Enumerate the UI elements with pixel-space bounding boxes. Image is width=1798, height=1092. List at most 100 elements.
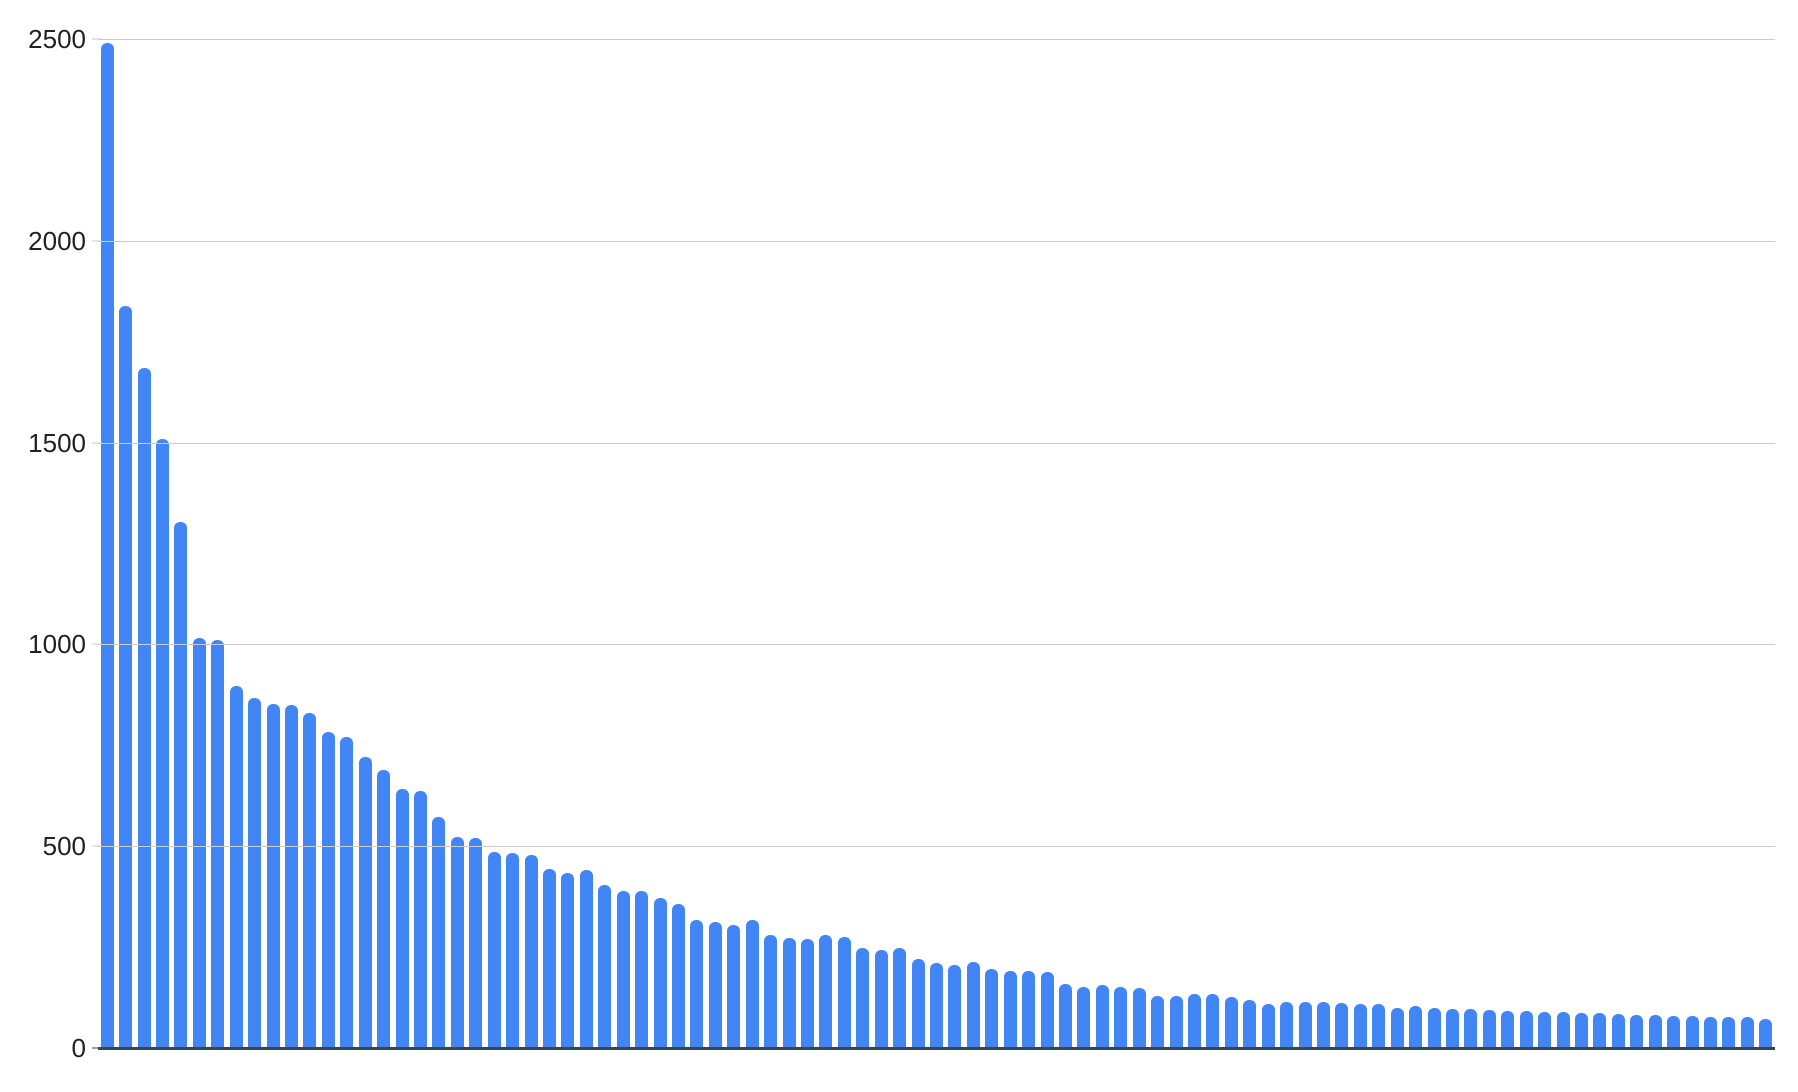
bar[interactable]: [1464, 1009, 1478, 1048]
gridline-500: [98, 846, 1775, 848]
bar[interactable]: [119, 306, 133, 1048]
bar[interactable]: [966, 962, 980, 1048]
bar[interactable]: [1409, 1006, 1423, 1048]
y-tick-mark-0: [92, 1047, 102, 1049]
bar[interactable]: [801, 939, 814, 1048]
y-axis: 0 500 1000 1500 2000 2500: [0, 0, 86, 1092]
bar[interactable]: [1132, 988, 1146, 1048]
bar[interactable]: [745, 920, 759, 1048]
bar[interactable]: [1059, 984, 1072, 1048]
bar[interactable]: [285, 705, 298, 1048]
bar[interactable]: [1427, 1008, 1441, 1048]
bar[interactable]: [450, 836, 464, 1048]
y-tick-label-2500: 2500: [28, 24, 86, 54]
bar[interactable]: [487, 851, 501, 1048]
bar[interactable]: [524, 855, 538, 1048]
bar[interactable]: [1648, 1014, 1662, 1048]
bar[interactable]: [579, 870, 593, 1048]
bar[interactable]: [1372, 1003, 1386, 1048]
bar[interactable]: [192, 637, 206, 1048]
bar[interactable]: [856, 947, 870, 1048]
gridline-2000: [98, 240, 1775, 242]
bar[interactable]: [266, 704, 280, 1048]
bar[interactable]: [1243, 999, 1257, 1048]
bar[interactable]: [1575, 1012, 1588, 1048]
bar[interactable]: [1188, 993, 1201, 1048]
bar[interactable]: [100, 43, 114, 1048]
bar[interactable]: [708, 922, 722, 1048]
bar[interactable]: [248, 697, 262, 1048]
bar[interactable]: [211, 639, 225, 1048]
bar[interactable]: [1003, 970, 1017, 1048]
bar[interactable]: [174, 522, 188, 1048]
bar[interactable]: [893, 947, 907, 1048]
bar[interactable]: [1611, 1014, 1625, 1048]
bar[interactable]: [985, 968, 999, 1048]
bar[interactable]: [561, 872, 575, 1048]
bar[interactable]: [543, 869, 556, 1048]
bar[interactable]: [1630, 1014, 1644, 1048]
y-tick-label-1000: 1000: [28, 629, 86, 660]
bar[interactable]: [1482, 1010, 1496, 1048]
bar[interactable]: [1446, 1009, 1459, 1048]
bar[interactable]: [1317, 1002, 1330, 1048]
bar[interactable]: [1667, 1015, 1681, 1048]
bar[interactable]: [1501, 1010, 1515, 1048]
bar[interactable]: [137, 367, 151, 1048]
bar[interactable]: [1704, 1016, 1717, 1048]
bar[interactable]: [1353, 1004, 1367, 1048]
bar[interactable]: [1335, 1003, 1349, 1048]
bar[interactable]: [340, 736, 354, 1048]
bar[interactable]: [1685, 1016, 1699, 1048]
bar[interactable]: [506, 852, 520, 1048]
bar[interactable]: [1519, 1011, 1533, 1048]
bar[interactable]: [414, 790, 427, 1048]
bar[interactable]: [782, 938, 796, 1048]
bar[interactable]: [1022, 971, 1036, 1048]
bar[interactable]: [948, 964, 962, 1048]
bar[interactable]: [303, 712, 317, 1048]
bar[interactable]: [690, 919, 704, 1048]
bar[interactable]: [1169, 995, 1183, 1048]
bar[interactable]: [1224, 996, 1238, 1048]
bar[interactable]: [377, 769, 391, 1048]
bar[interactable]: [469, 837, 483, 1048]
bar[interactable]: [1593, 1013, 1607, 1048]
bar[interactable]: [1759, 1018, 1773, 1048]
bar[interactable]: [1095, 985, 1109, 1048]
bar[interactable]: [1722, 1017, 1736, 1048]
bar[interactable]: [156, 438, 169, 1048]
bar[interactable]: [432, 817, 446, 1048]
bar[interactable]: [672, 904, 685, 1048]
bar[interactable]: [1740, 1016, 1754, 1048]
bar[interactable]: [911, 959, 925, 1048]
bar[interactable]: [874, 949, 888, 1048]
bar[interactable]: [1390, 1007, 1404, 1048]
bar[interactable]: [1040, 972, 1054, 1048]
y-tick-label-0: 0: [71, 1033, 86, 1063]
bar[interactable]: [1206, 993, 1220, 1048]
bar[interactable]: [1261, 1004, 1275, 1048]
bar[interactable]: [598, 884, 612, 1048]
bar[interactable]: [321, 731, 335, 1048]
bar[interactable]: [727, 924, 741, 1048]
bar[interactable]: [1077, 986, 1091, 1048]
x-axis-baseline: [98, 1047, 1775, 1050]
bar[interactable]: [653, 897, 667, 1048]
bar[interactable]: [1114, 986, 1128, 1048]
bar[interactable]: [1298, 1002, 1312, 1048]
bar[interactable]: [229, 685, 243, 1048]
bar[interactable]: [930, 963, 943, 1048]
bar[interactable]: [1280, 1002, 1294, 1048]
bar[interactable]: [395, 789, 409, 1048]
bar[interactable]: [1556, 1012, 1570, 1048]
bar[interactable]: [1538, 1011, 1552, 1048]
bar[interactable]: [616, 890, 630, 1048]
bar[interactable]: [764, 935, 778, 1048]
bar[interactable]: [358, 756, 372, 1048]
bar[interactable]: [1151, 996, 1165, 1048]
bar[interactable]: [837, 937, 851, 1048]
bar[interactable]: [635, 891, 649, 1048]
bar[interactable]: [819, 934, 833, 1048]
